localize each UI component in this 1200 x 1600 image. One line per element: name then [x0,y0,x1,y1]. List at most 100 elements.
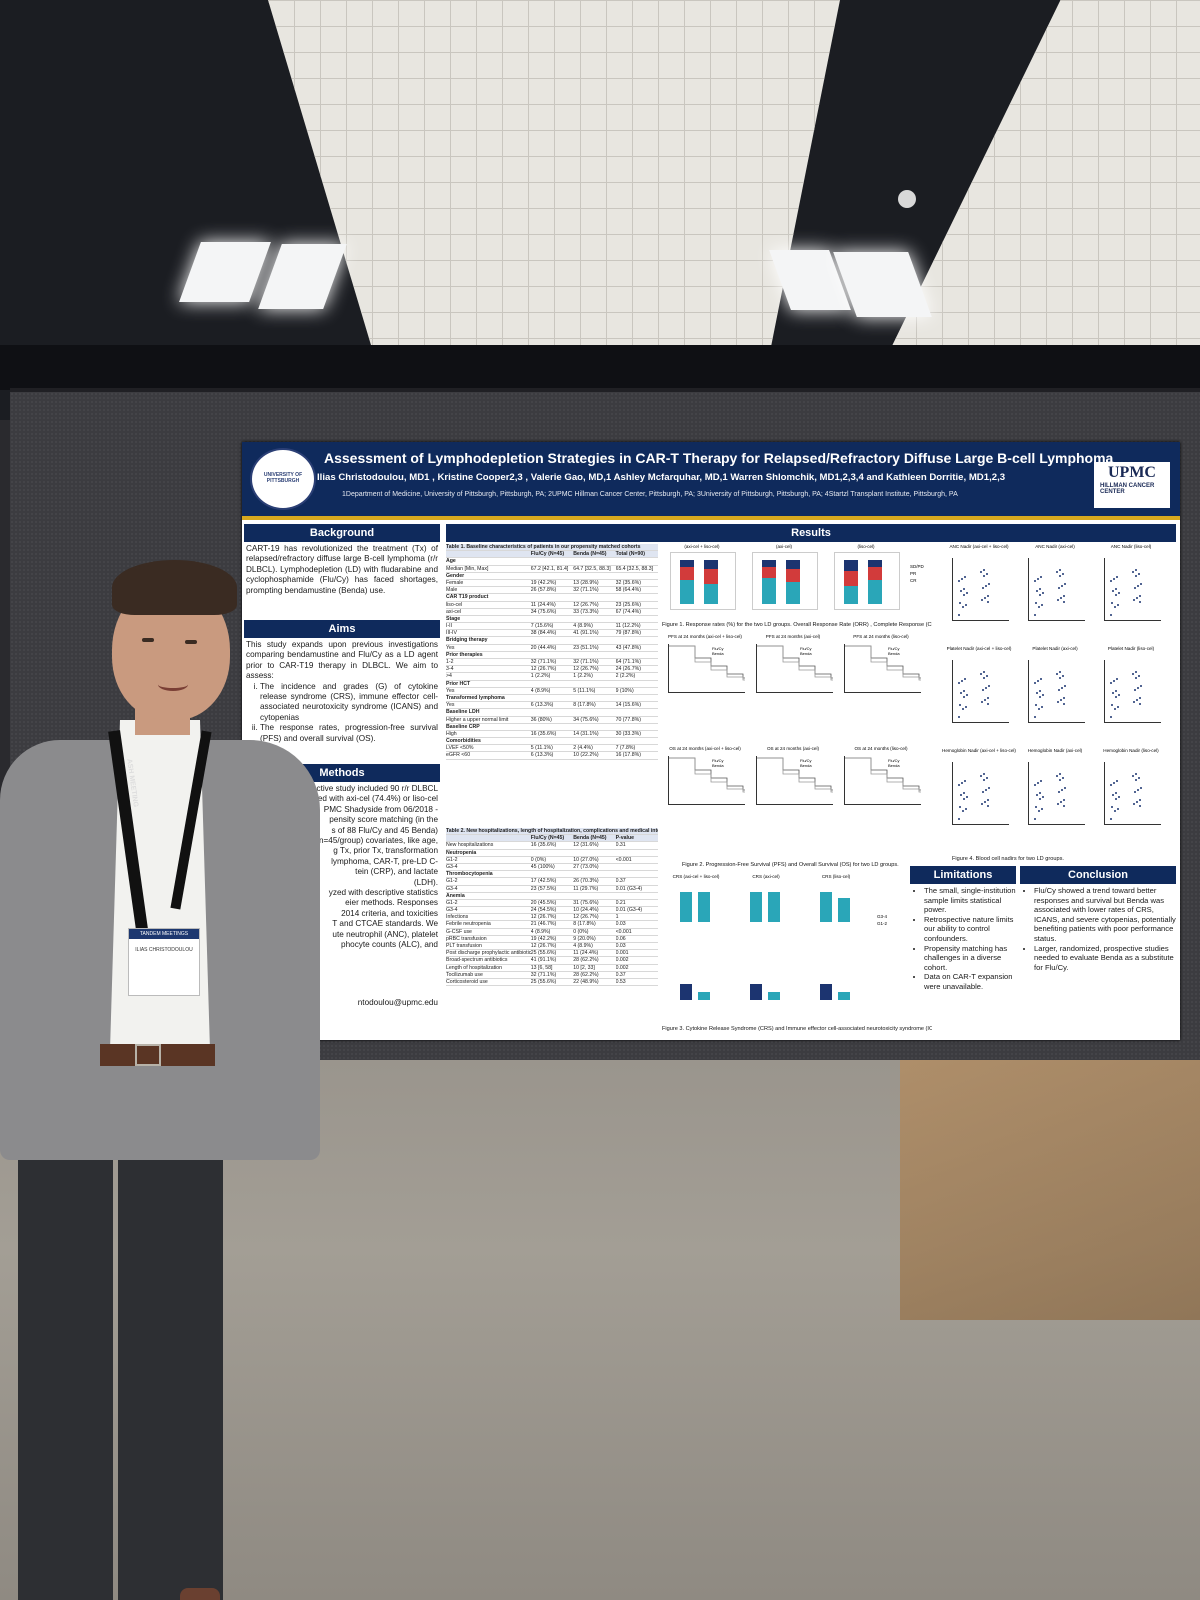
table-cell: Yes [446,702,455,709]
data-point [1060,699,1062,701]
data-point [1135,569,1137,571]
fig3-legend-item: G1-2 [877,921,888,926]
table-header-cell [446,835,531,841]
table-cell: 1 (2.2%) [573,673,593,680]
table-cell: 7 (15.6%) [530,623,554,630]
data-point [987,601,989,603]
figure-4-nadirs: ANC Nadir (axi-cel + liso-cel) ANC Nadir … [942,544,1172,854]
data-point [1035,602,1037,604]
table-cell: 16 (35.6%) [530,842,557,849]
data-point [1057,599,1059,601]
data-point [982,587,984,589]
table-cell: 10 (27.0%) [573,856,599,863]
belt [100,1044,215,1066]
data-point [961,680,963,682]
table-cell: >4 [446,673,452,680]
table-cell: 28 (62.2%) [573,971,599,978]
data-point [983,671,985,673]
table-cell [616,652,658,658]
table-cell: 67 (74.4%) [615,608,641,615]
data-point [1132,775,1134,777]
data-point [1063,799,1065,801]
baseline-table: Table 1. Baseline characteristics of pat… [446,544,658,760]
fig3-bar [820,892,832,922]
methods-line: PMC Shadyside from 06/2018 - [323,804,438,814]
table-cell [531,594,573,600]
table-cell: <0.001 [615,928,632,935]
table-header-cell: Flu/Cy (N=45) [530,551,565,558]
table-cell: liso-cel [446,601,463,608]
data-point [1138,777,1140,779]
table-cell: 21 (46.7%) [530,921,557,928]
survival-plot [844,756,921,805]
data-point [962,708,964,710]
data-point [1111,806,1113,808]
data-point [958,716,960,718]
data-point [1061,789,1063,791]
upmc-logo-text: UPMC [1108,464,1156,481]
data-point [1139,799,1141,801]
data-point [980,673,982,675]
table-cell: 0.31 [615,842,626,849]
table-cell: 0 (0%) [530,856,547,863]
table-cell: 0.37 [615,971,626,978]
table-cell: 23 (25.6%) [615,601,641,608]
fig3-bar [698,992,710,1000]
table-cell: 13 (28.9%) [573,579,599,586]
data-point [1039,690,1041,692]
data-point [984,801,986,803]
table-cell: 12 (26.7%) [530,943,557,949]
table-cell: 33 (73.3%) [573,608,599,615]
table-cell [573,616,615,622]
table2-caption: Table 2. New hospitalizations, length of… [446,828,658,836]
data-point [980,571,982,573]
table-row: Yes 4 (8.9%) 5 (11.1%) 9 (10%) [446,688,658,695]
aims-heading: Aims [244,620,440,638]
table-cell [531,681,573,687]
data-point [1116,780,1118,782]
table-cell: 41 (91.1%) [530,957,557,964]
table-row: Comorbidities [446,738,658,746]
data-point [1134,587,1136,589]
fig4-panel-title: ANC Nadir (axi-cel + liso-cel) [949,544,1009,549]
table-cell: 10 [2, 33] [573,964,595,971]
data-point [1137,789,1139,791]
methods-line: 2014 criteria, and toxicities [341,908,438,918]
data-point [981,803,983,805]
data-point [1058,791,1060,793]
data-point [1034,818,1036,820]
data-point [987,697,989,699]
data-point [1111,602,1113,604]
table-cell [531,871,573,877]
fig2-legend-item: Benda [888,763,900,768]
dot-plot [1028,558,1085,621]
fig1-bar-segment [680,566,694,580]
table-cell: 0 (0%) [573,928,589,935]
university-seal-icon: UNIVERSITY OF PITTSBURGH [250,448,316,510]
table-row: G3-4 45 (100%) 27 (73.0%) [446,863,658,872]
conclusion-item: Flu/Cy showed a trend toward better resp… [1034,886,1176,944]
data-point [1140,583,1142,585]
table-cell: 12 (26.7%) [530,914,557,921]
data-point [960,692,962,694]
table-cell: 22 (48.9%) [573,978,599,985]
data-point [1110,784,1112,786]
table-cell [573,695,615,701]
data-point [1064,685,1066,687]
methods-line: g Tx, prior Tx, transformation [333,846,438,856]
data-point [1035,806,1037,808]
methods-line: phocyte counts (ALC), and [341,940,438,950]
ceiling-beam [0,345,1200,390]
fig3-bar [820,984,832,1000]
data-point [961,782,963,784]
table-cell: PLT transfusion [446,943,482,949]
data-point [1115,792,1117,794]
trouser-left [18,1080,113,1600]
data-point [1114,810,1116,812]
table-row: Bridging therapy [446,637,658,645]
floor-wood-area [900,1060,1200,1320]
table-cell: 8 (17.8%) [573,702,596,709]
fig4-panel-title: Hemoglobin Nadir (axi-cel) [1027,748,1083,753]
table-row: >4 1 (2.2%) 1 (2.2%) 2 (2.2%) [446,673,658,681]
table-cell: 45 (100%) [530,863,555,870]
